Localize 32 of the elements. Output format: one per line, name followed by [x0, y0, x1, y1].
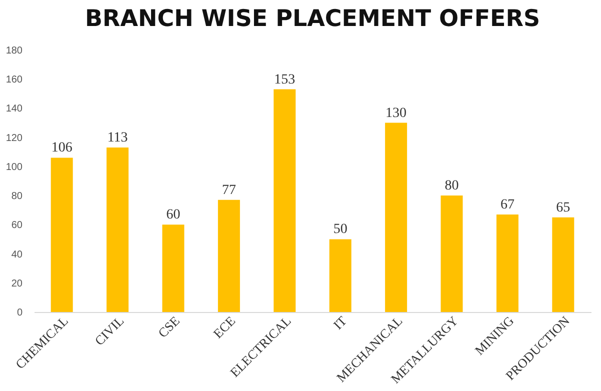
data-label: 130 — [386, 106, 407, 121]
data-label: 80 — [444, 178, 459, 194]
data-label: 77 — [222, 182, 236, 198]
data-label: 50 — [333, 222, 348, 238]
bar — [496, 214, 518, 312]
bar — [440, 196, 463, 312]
bar — [274, 89, 296, 312]
y-tick-label: 140 — [6, 104, 23, 115]
y-tick-label: 160 — [6, 74, 23, 86]
bar — [329, 239, 352, 312]
data-label: 65 — [556, 200, 570, 216]
y-tick-label: 20 — [11, 278, 23, 290]
bar — [218, 200, 240, 312]
chart-title: BRANCH WISE PLACEMENT OFFERS — [84, 6, 540, 32]
y-tick-label: 80 — [11, 191, 23, 202]
x-tick-label: CSE — [154, 313, 182, 341]
data-label: 153 — [274, 72, 296, 88]
bar — [50, 158, 73, 312]
data-label: 60 — [166, 208, 180, 223]
bar — [385, 122, 408, 312]
data-label: 67 — [500, 197, 514, 212]
y-tick-label: 180 — [6, 46, 23, 56]
data-label: 106 — [51, 140, 72, 156]
y-tick-label: 60 — [11, 220, 23, 232]
bar — [552, 217, 574, 312]
y-tick-label: 120 — [6, 132, 23, 144]
bar — [106, 148, 129, 312]
y-tick-label: 0 — [16, 308, 23, 318]
y-tick-label: 40 — [11, 249, 23, 260]
bar — [162, 224, 184, 312]
y-tick-label: 100 — [6, 162, 23, 173]
data-label: 113 — [107, 130, 128, 146]
